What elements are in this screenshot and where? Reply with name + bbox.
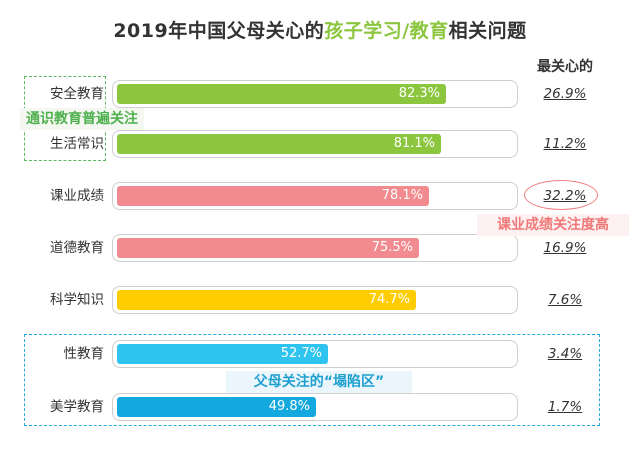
bar xyxy=(117,290,416,310)
bar xyxy=(117,397,316,417)
bar-value-label: 74.7% xyxy=(368,292,410,307)
most-concern-header: 最关心的 xyxy=(537,59,593,75)
category-label: 安全教育 xyxy=(50,86,104,102)
bar-value-label: 81.1% xyxy=(393,136,435,151)
bar xyxy=(117,238,419,258)
bar-value-label: 75.5% xyxy=(371,240,413,255)
most-concern-value: 11.2% xyxy=(543,136,587,152)
category-label: 生活常识 xyxy=(50,136,104,152)
most-concern-value: 7.6% xyxy=(547,292,583,308)
category-label: 性教育 xyxy=(63,346,105,362)
bar xyxy=(117,134,441,154)
general-education-note: 通识教育普遍关注 xyxy=(20,108,144,130)
bar-value-label: 52.7% xyxy=(280,346,322,361)
grades-highlight-ellipse xyxy=(524,180,598,210)
most-concern-value: 26.9% xyxy=(543,86,587,102)
category-label: 课业成绩 xyxy=(50,188,104,204)
chart-title: 2019年中国父母关心的孩子学习/教育相关问题 xyxy=(0,16,640,43)
most-concern-value: 16.9% xyxy=(543,240,587,256)
depression-zone-note: 父母关注的“塌陷区” xyxy=(226,371,412,393)
bar-value-label: 82.3% xyxy=(398,86,440,101)
title-suffix: 相关问题 xyxy=(448,20,527,42)
bar-value-label: 49.8% xyxy=(268,399,310,414)
category-label: 道德教育 xyxy=(50,240,104,256)
grades-note: 课业成绩关注度高 xyxy=(477,214,629,236)
bar xyxy=(117,344,328,364)
most-concern-value: 1.7% xyxy=(547,399,583,415)
title-prefix: 2019年中国父母关心的 xyxy=(113,20,325,42)
bar-value-label: 78.1% xyxy=(381,188,423,203)
title-highlight: 孩子学习/教育 xyxy=(324,20,449,42)
category-label: 美学教育 xyxy=(50,399,104,415)
most-concern-value: 3.4% xyxy=(547,346,583,362)
bar xyxy=(117,186,429,206)
bar xyxy=(117,84,446,104)
depression-zone-frame xyxy=(24,334,600,426)
category-label: 科学知识 xyxy=(50,292,104,308)
